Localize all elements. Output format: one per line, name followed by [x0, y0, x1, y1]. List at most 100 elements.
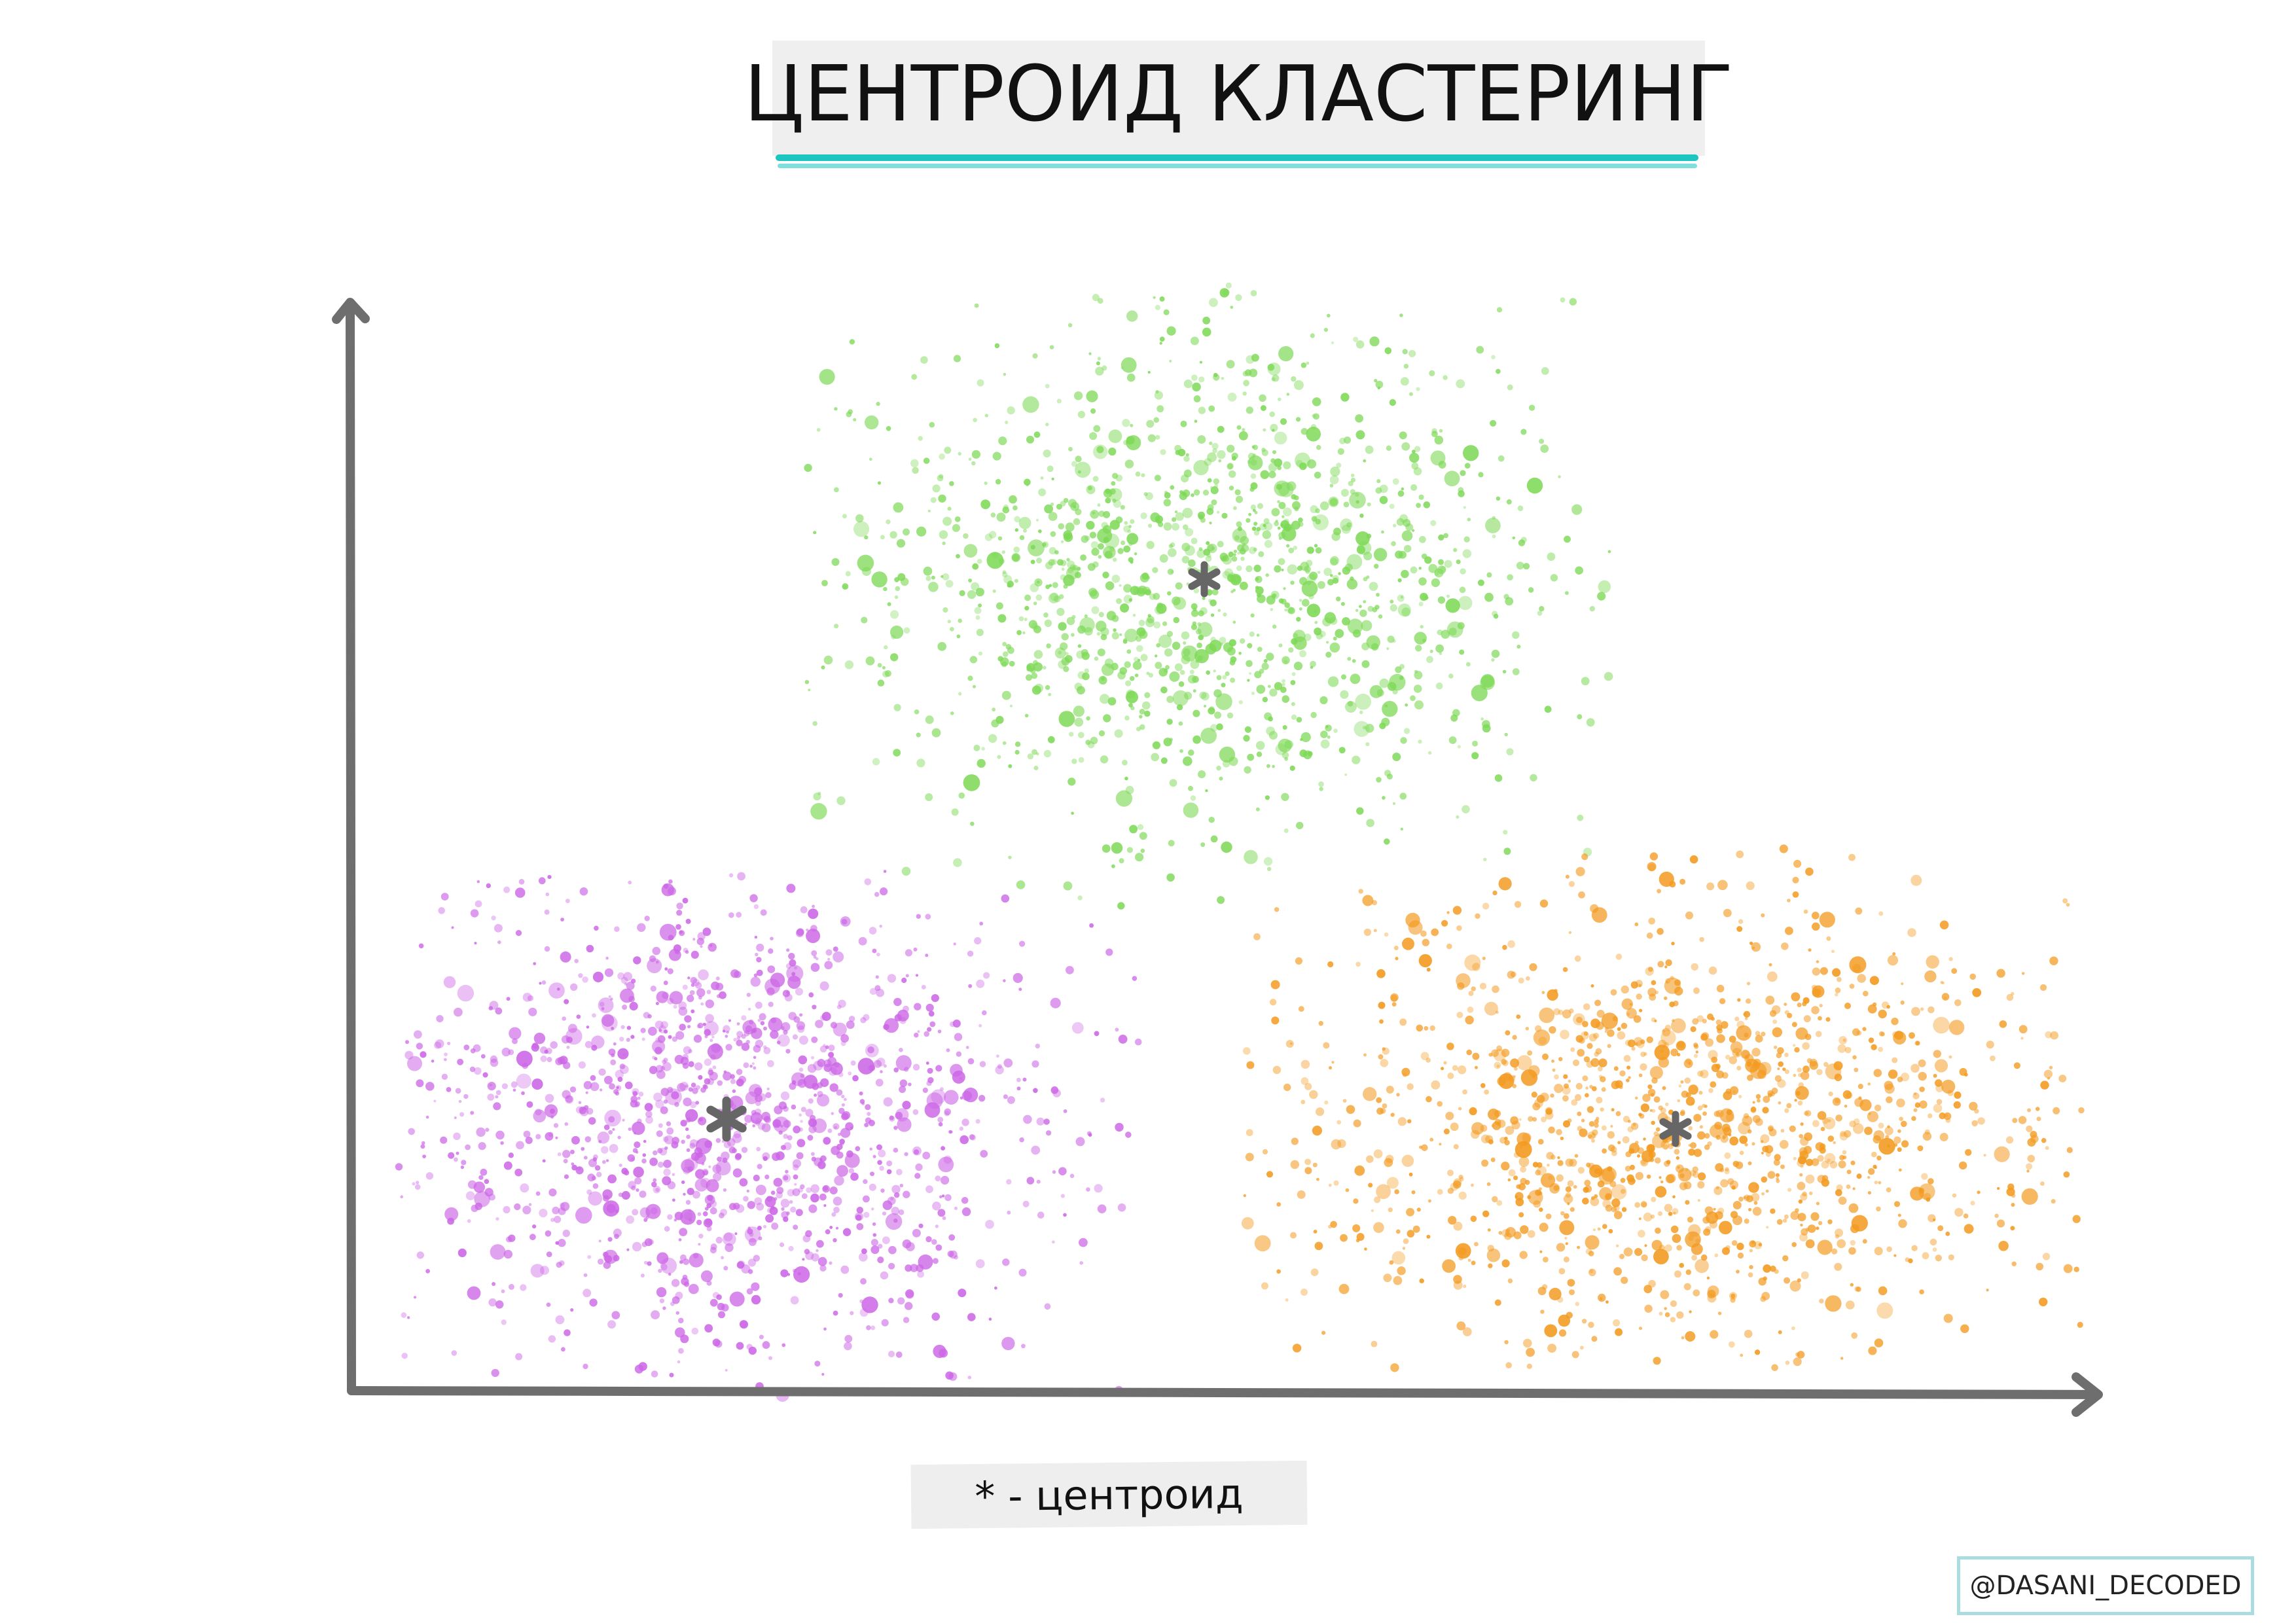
cluster-point: [977, 558, 982, 564]
cluster-point: [704, 1324, 713, 1333]
cluster-point: [887, 974, 897, 983]
cluster-point: [1101, 522, 1109, 529]
cluster-point: [2018, 1025, 2028, 1034]
cluster-point: [1827, 1158, 1831, 1162]
cluster-point: [1065, 522, 1075, 532]
cluster-point: [1192, 621, 1197, 626]
cluster-point: [1948, 1020, 1965, 1035]
cluster-point: [1994, 1146, 2010, 1162]
cluster-point: [916, 526, 927, 537]
cluster-point: [1395, 957, 1399, 961]
cluster-point: [728, 1146, 736, 1154]
cluster-point: [503, 1249, 512, 1259]
cluster-point: [810, 1056, 815, 1060]
cluster-point: [971, 461, 976, 466]
cluster-point: [1952, 1193, 1957, 1198]
cluster-point: [1217, 425, 1225, 433]
cluster-point: [661, 883, 675, 897]
cluster-point: [814, 1094, 817, 1097]
cluster-point: [1344, 437, 1351, 444]
cluster-point: [486, 883, 491, 889]
cluster-point: [1472, 740, 1479, 747]
cluster-point: [1491, 355, 1496, 359]
cluster-point: [623, 972, 632, 981]
cluster-point: [833, 1123, 840, 1130]
cluster-point: [1755, 1094, 1761, 1099]
cluster-point: [1862, 1239, 1867, 1244]
cluster-point: [1704, 1144, 1710, 1150]
cluster-point: [1221, 512, 1228, 519]
cluster-point: [1716, 1034, 1725, 1043]
cluster-point: [1197, 511, 1206, 519]
cluster-point: [1314, 1241, 1323, 1251]
cluster-point: [1278, 738, 1292, 753]
cluster-point: [1420, 592, 1428, 601]
cluster-point: [1135, 471, 1141, 477]
cluster-point: [1090, 590, 1100, 599]
cluster-point: [1929, 1238, 1937, 1246]
cluster-point: [1115, 1122, 1124, 1132]
cluster-point: [788, 952, 795, 960]
cluster-point: [1643, 1137, 1646, 1141]
cluster-point: [703, 1218, 713, 1228]
cluster-point: [2045, 1146, 2049, 1150]
cluster-point: [1124, 776, 1128, 781]
cluster-point: [816, 427, 821, 432]
cluster-point: [1235, 294, 1242, 301]
cluster-point: [972, 563, 979, 570]
cluster-point: [1805, 1239, 1815, 1249]
cluster-point: [1721, 1124, 1731, 1132]
cluster-point: [672, 1198, 675, 1202]
cluster-point: [709, 1071, 718, 1081]
cluster-point: [1193, 735, 1201, 744]
cluster-point: [655, 1001, 659, 1005]
cluster-point: [1366, 575, 1370, 579]
cluster-point: [725, 1368, 728, 1372]
cluster-point: [852, 1075, 859, 1082]
cluster-point: [414, 1184, 421, 1190]
cluster-point: [1101, 677, 1105, 681]
cluster-point: [1911, 1245, 1918, 1251]
cluster-point: [1238, 652, 1242, 655]
cluster-point: [1376, 1107, 1384, 1115]
cluster-point: [1277, 500, 1280, 504]
cluster-point: [1611, 1198, 1621, 1207]
cluster-point: [1190, 795, 1196, 801]
cluster-point: [711, 1043, 721, 1053]
cluster-point: [1361, 660, 1370, 668]
cluster-point: [1404, 544, 1412, 552]
cluster-point: [1266, 652, 1274, 661]
cluster-point: [1007, 647, 1014, 654]
cluster-point: [1093, 425, 1101, 433]
cluster-point: [746, 1189, 750, 1193]
cluster-point: [1746, 998, 1751, 1004]
cluster-point: [1529, 963, 1537, 971]
cluster-point: [1362, 895, 1374, 906]
cluster-point: [785, 963, 792, 969]
cluster-point: [1812, 922, 1820, 931]
cluster-point: [1486, 1248, 1501, 1262]
cluster-point: [1871, 1044, 1877, 1050]
cluster-point: [1444, 560, 1452, 568]
cluster-point: [1399, 550, 1407, 559]
cluster-point: [422, 1141, 425, 1145]
cluster-point: [1467, 1007, 1474, 1013]
cluster-point: [1812, 1120, 1820, 1128]
cluster-point: [1518, 1156, 1530, 1168]
cluster-point: [959, 590, 965, 597]
cluster-point: [903, 627, 910, 634]
cluster-point: [633, 1166, 644, 1178]
cluster-point: [1512, 536, 1515, 540]
cluster-point: [1471, 1183, 1474, 1187]
cluster-point: [1447, 1073, 1454, 1079]
cluster-point: [1397, 1117, 1407, 1126]
cluster-point: [831, 1146, 840, 1155]
cluster-point: [709, 1207, 717, 1215]
cluster-point: [1590, 1018, 1600, 1028]
cluster-point: [1564, 1236, 1568, 1240]
cluster-point: [455, 1088, 461, 1094]
cluster-point: [1584, 1179, 1591, 1186]
cluster-point: [836, 796, 846, 806]
cluster-point: [438, 907, 445, 914]
cluster-point: [1226, 360, 1235, 368]
